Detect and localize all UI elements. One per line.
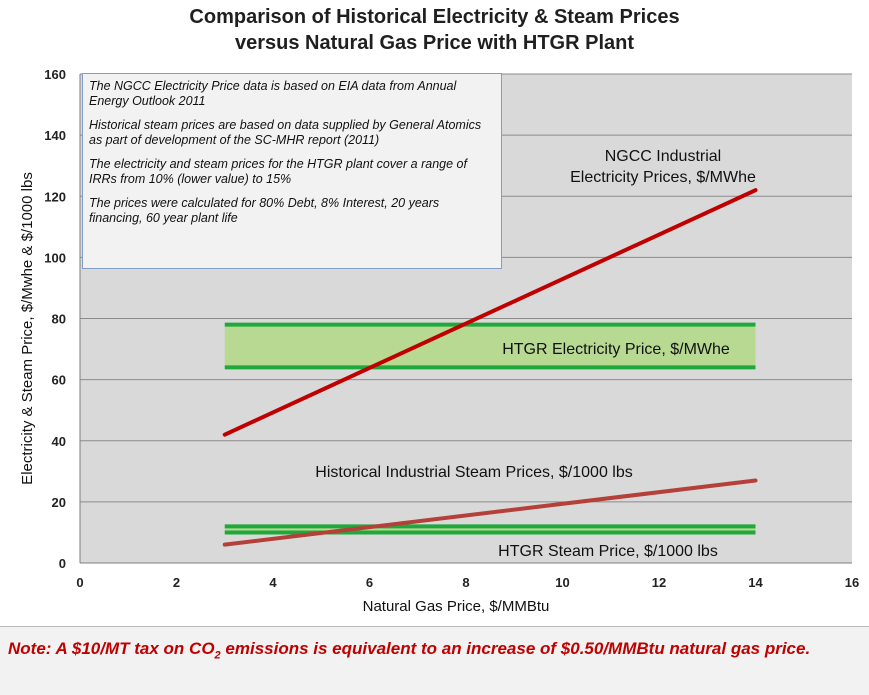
y-tick-label: 20 [52,495,66,510]
x-tick-label: 0 [76,575,83,590]
x-tick-label: 12 [652,575,666,590]
info-note-3: The electricity and steam prices for the… [89,157,467,186]
y-tick-label: 0 [59,556,66,571]
info-note-2: Historical steam prices are based on dat… [89,118,482,147]
info-note-1: The NGCC Electricity Price data is based… [89,79,457,108]
x-tick-label: 4 [269,575,277,590]
x-tick-label: 8 [462,575,469,590]
chart-title: Comparison of Historical Electricity & S… [0,4,869,56]
series-label: Historical Industrial Steam Prices, $/10… [315,464,632,481]
x-tick-label: 6 [366,575,373,590]
note-subscript: 2 [214,649,221,662]
y-tick-label: 120 [44,189,66,204]
band-fill [224,526,756,533]
x-tick-label: 16 [845,575,859,590]
chart-title-line-2: versus Natural Gas Price with HTGR Plant [234,32,634,54]
x-axis-label: Natural Gas Price, $/MMBtu [363,598,550,615]
x-tick-label: 2 [173,575,180,590]
series-line [222,188,758,437]
x-tick-label: 14 [748,575,763,590]
note-text-part-1: Note: A $10/MT tax on CO [8,639,215,658]
note-text-part-2: emissions is equivalent to an increase o… [220,639,811,658]
y-axis-label: Electricity & Steam Price, $/Mwhe & $/10… [19,172,36,485]
chart-title-line-1: Comparison of Historical Electricity & S… [189,6,680,28]
info-note-4: The prices were calculated for 80% Debt,… [89,196,440,225]
band-label: HTGR Steam Price, $/1000 lbs [498,543,718,560]
x-tick-label: 10 [555,575,569,590]
band-fill [224,324,756,368]
y-tick-label: 80 [52,312,66,327]
y-tick-label: 60 [52,373,66,388]
series-label: NGCC Industrial [605,148,721,165]
y-tick-label: 160 [44,67,66,82]
y-tick-label: 140 [44,128,66,143]
y-tick-label: 40 [52,434,66,449]
y-tick-label: 100 [44,250,66,265]
info-box: The NGCC Electricity Price data is based… [82,73,502,269]
series-line [222,478,758,547]
series-label: Electricity Prices, $/MWhe [570,169,756,186]
band-label: HTGR Electricity Price, $/MWhe [502,341,730,358]
note-bar: Note: A $10/MT tax on CO2 emissions is e… [0,626,869,695]
